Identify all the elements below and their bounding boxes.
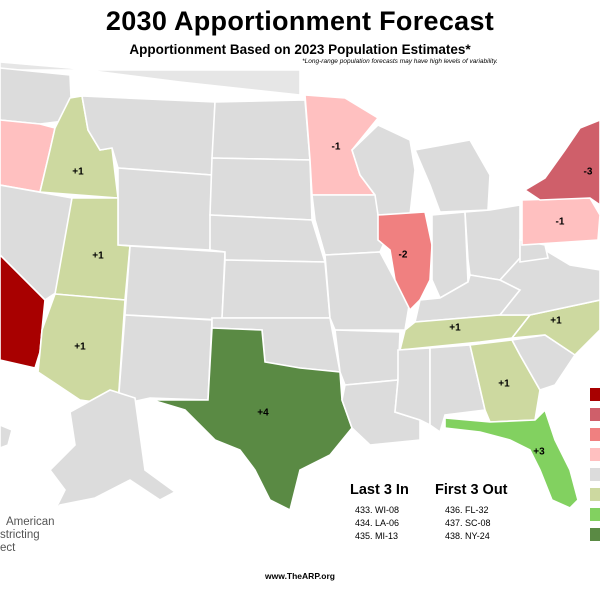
legend-swatch-plus4 — [590, 528, 600, 541]
state-nevada — [0, 184, 73, 302]
last-in-row: 434. LA-06 — [355, 518, 400, 528]
label-tennessee: +1 — [449, 322, 461, 334]
label-north-carolina: +1 — [550, 315, 562, 327]
state-alaska — [29, 389, 177, 536]
state-texas — [151, 327, 353, 512]
state-florida — [444, 408, 579, 509]
org-line-1: American — [6, 516, 55, 528]
label-florida: +3 — [533, 446, 545, 458]
state-nebraska — [209, 214, 327, 263]
legend-swatch-minus3 — [590, 408, 600, 421]
last-in-row: 435. MI-13 — [355, 531, 399, 541]
state-north-carolina — [510, 299, 600, 357]
legend-swatch-plus1 — [590, 488, 600, 501]
last-in-title: Last 3 In — [350, 482, 409, 498]
state-south-dakota — [209, 157, 313, 221]
label-texas: +4 — [257, 407, 269, 419]
state-new-york — [523, 119, 600, 206]
label-georgia: +1 — [498, 378, 510, 390]
label-minnesota: -1 — [331, 141, 341, 153]
last-in-row: 433. WI-08 — [355, 505, 400, 515]
first-out-row: 437. SC-08 — [445, 518, 491, 528]
legend-swatch-zero — [590, 468, 600, 481]
canada-region — [0, 61, 301, 96]
state-north-dakota — [211, 99, 311, 161]
legend-swatch-minus2 — [590, 428, 600, 441]
label-idaho: +1 — [72, 166, 84, 178]
state-new-mexico — [117, 314, 213, 407]
state-arkansas — [334, 329, 401, 386]
legend-swatch-plus3 — [590, 508, 600, 521]
legend-swatch-minus4 — [590, 388, 600, 401]
label-arizona: +1 — [74, 341, 86, 353]
label-illinois: -2 — [398, 249, 408, 261]
state-michigan — [413, 139, 491, 213]
state-missouri — [324, 251, 411, 331]
legend-swatch-minus1 — [590, 448, 600, 461]
website-link[interactable]: www.TheARP.org — [265, 571, 335, 581]
page-subtitle: Apportionment Based on 2023 Population E… — [129, 42, 471, 57]
state-wyoming — [117, 167, 213, 251]
state-kansas — [221, 259, 331, 319]
state-mississippi — [394, 347, 431, 427]
state-arizona — [37, 293, 126, 406]
label-new-york: -3 — [583, 166, 593, 178]
org-line-2: stricting — [0, 529, 40, 541]
state-colorado — [124, 245, 226, 321]
first-out-title: First 3 Out — [435, 482, 508, 498]
first-out-row: 438. NY-24 — [445, 531, 490, 541]
first-out-row: 436. FL-32 — [445, 505, 489, 515]
state-washington — [0, 67, 73, 125]
org-line-3: ect — [0, 542, 16, 554]
footnote: *Long-range population forecasts may hav… — [302, 58, 498, 65]
label-pennsylvania: -1 — [555, 216, 565, 228]
state-illinois — [377, 211, 433, 312]
label-utah: +1 — [92, 250, 104, 262]
state-hawaii — [0, 424, 13, 449]
page-title: 2030 Apportionment Forecast — [105, 6, 495, 36]
